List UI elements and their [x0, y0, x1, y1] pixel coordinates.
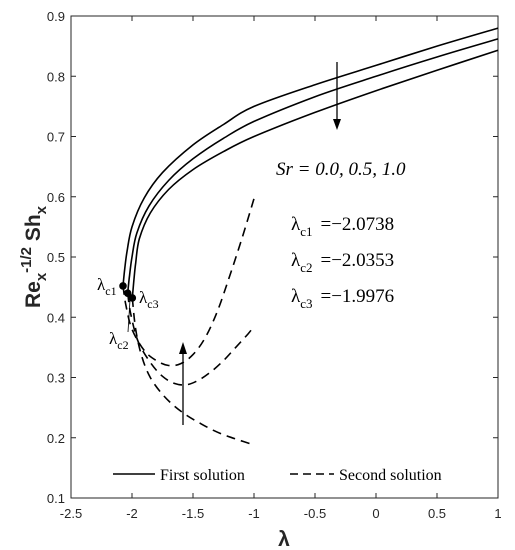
y-tick-label: 0.8 — [47, 69, 65, 84]
label-lambda-c3: λc3 — [139, 288, 159, 311]
x-axis-label: λ — [278, 528, 290, 550]
curves — [122, 27, 499, 446]
plot-area — [70, 15, 499, 499]
lambda-c2-value: λc2 =−2.0353 — [291, 250, 394, 275]
y-ticks: 0.1 0.2 0.3 0.4 0.5 0.6 0.7 0.8 0.9 — [47, 9, 498, 506]
label-lambda-c2: λc2 — [109, 329, 129, 352]
arrow-up-second-solution — [179, 342, 187, 425]
legend-first-solution: First solution — [160, 467, 245, 484]
x-tick-label: 0.5 — [428, 506, 446, 521]
y-tick-label: 0.2 — [47, 431, 65, 446]
pointer-lambda-c2 — [127, 299, 131, 333]
second-solution-curve-1 — [122, 198, 255, 367]
y-tick-label: 0.4 — [47, 310, 65, 325]
first-solution-curve-3 — [131, 49, 499, 299]
lambda-c1-value: λc1 =−2.0738 — [291, 214, 394, 239]
critical-point-c1 — [119, 282, 127, 290]
x-tick-label: 1 — [494, 506, 501, 521]
y-tick-label: 0.7 — [47, 130, 65, 145]
first-solution-curve-1 — [122, 27, 499, 286]
x-tick-label: -1 — [248, 506, 260, 521]
legend-second-solution: Second solution — [339, 467, 442, 484]
sr-annotation: Sr = 0.0, 0.5, 1.0 — [276, 159, 406, 180]
x-tick-label: 0 — [372, 506, 379, 521]
y-tick-label: 0.3 — [47, 371, 65, 386]
critical-point-c2 — [123, 289, 132, 297]
arrow-down-first-solution — [333, 62, 341, 130]
x-tick-label: -1.5 — [182, 506, 204, 521]
x-tick-label: -2.5 — [60, 506, 82, 521]
y-tick-label: 0.9 — [47, 9, 65, 24]
x-ticks: -2.5 -2 -1.5 -1 -0.5 0 0.5 1 — [60, 16, 502, 521]
lambda-c3-value: λc3 =−1.9976 — [291, 286, 394, 311]
second-solution-curve-2 — [126, 293, 255, 386]
critical-point-c3 — [128, 294, 137, 302]
legend: First solution Second solution — [113, 467, 442, 484]
y-axis-label: Rex-1/2 Shx — [18, 205, 50, 308]
x-tick-label: -2 — [126, 506, 138, 521]
x-tick-label: -0.5 — [304, 506, 326, 521]
critical-points — [119, 282, 137, 302]
label-lambda-c1: λc1 — [97, 275, 117, 298]
second-solution-curve-3 — [131, 297, 255, 446]
y-tick-label: 0.6 — [47, 190, 65, 205]
y-tick-label: 0.1 — [47, 491, 65, 506]
y-tick-label: 0.5 — [47, 250, 65, 265]
first-solution-curve-2 — [126, 38, 499, 294]
